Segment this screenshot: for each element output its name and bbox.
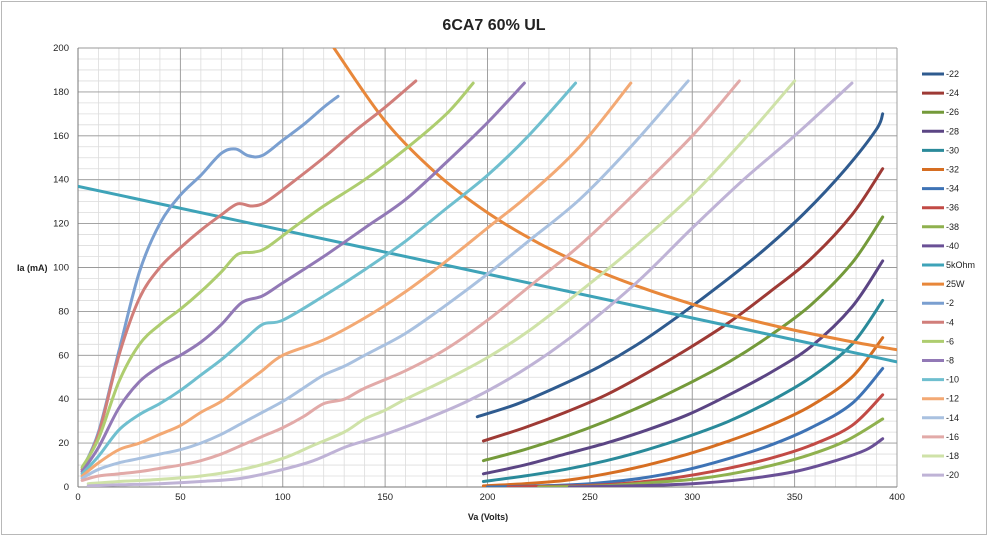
x-tick-labels: 0 50 100 150 200 250 300 350 400 [75,492,905,503]
y-axis-label: Ia (mA) [17,263,48,273]
legend-label: -40 [946,241,959,251]
y-tick-label: 40 [58,394,69,405]
series-line-minus36 [506,393,885,487]
y-tick-label: 180 [53,87,69,98]
y-tick-label: 20 [58,438,69,449]
legend-label: -12 [946,394,959,404]
y-tick-label: 160 [53,131,69,142]
y-tick-label: 80 [58,306,69,317]
x-tick-label: 250 [582,492,598,503]
legend-label: -22 [946,69,959,79]
y-tick-label: 0 [64,482,69,493]
series-line-minus6 [80,81,475,469]
y-tick-label: 60 [58,350,69,361]
y-tick-label: 200 [53,43,69,54]
y-tick-labels: 0 20 40 60 80 100 120 140 160 180 200 [53,43,69,493]
legend-label: -38 [946,222,959,232]
legend-label: 25W [946,279,965,289]
legend-label: -20 [946,470,959,480]
series-line-minus8 [80,81,526,474]
series-line-minus4 [80,79,418,471]
series-line-minus30 [481,298,885,484]
x-tick-label: 50 [175,492,186,503]
y-tick-label: 140 [53,175,69,186]
legend-label: -2 [946,298,954,308]
legend-label: -16 [946,432,959,442]
legend-label: -18 [946,451,959,461]
y-tick-label: 100 [53,263,69,274]
series-line-minus40 [567,437,885,487]
legend-label: -26 [946,107,959,117]
y-tick-label: 120 [53,219,69,230]
legend-label: -10 [946,375,959,385]
x-tick-label: 0 [75,492,80,503]
x-tick-label: 100 [275,492,291,503]
legend-label: -6 [946,336,954,346]
series-line-minus24 [481,167,885,443]
series-layer [78,48,897,487]
legend-label: -32 [946,165,959,175]
legend-label: -24 [946,88,959,98]
legend: -22 -24 -26 -28 -30 -32 -34 -36 -38 -40 5kOhm 25W -2… [922,69,975,480]
x-tick-label: 350 [787,492,803,503]
legend-label: -36 [946,203,959,213]
legend-label: -4 [946,317,954,327]
legend-label: -8 [946,356,954,366]
series-line-minus14 [80,79,690,480]
legend-label: 5kOhm [946,260,975,270]
series-line-minus32 [481,336,885,487]
series-line-minus20 [86,81,854,487]
series-line-minus12 [80,81,633,478]
x-tick-label: 150 [377,492,393,503]
legend-label: -14 [946,413,959,423]
chart-title: 6CA7 60% UL [442,17,545,34]
legend-label: -28 [946,126,959,136]
x-tick-label: 300 [684,492,700,503]
x-axis-label: Va (Volts) [468,512,508,522]
series-line-minus26 [481,215,885,463]
series-line-minus18 [86,79,797,486]
x-tick-label: 200 [480,492,496,503]
series-line-minus16 [80,79,741,482]
series-line-minus10 [80,81,578,476]
legend-label: -30 [946,145,959,155]
series-line-minus22 [475,112,885,419]
series-line-minus2 [80,94,340,471]
legend-label: -34 [946,184,959,194]
x-tick-label: 400 [889,492,905,503]
